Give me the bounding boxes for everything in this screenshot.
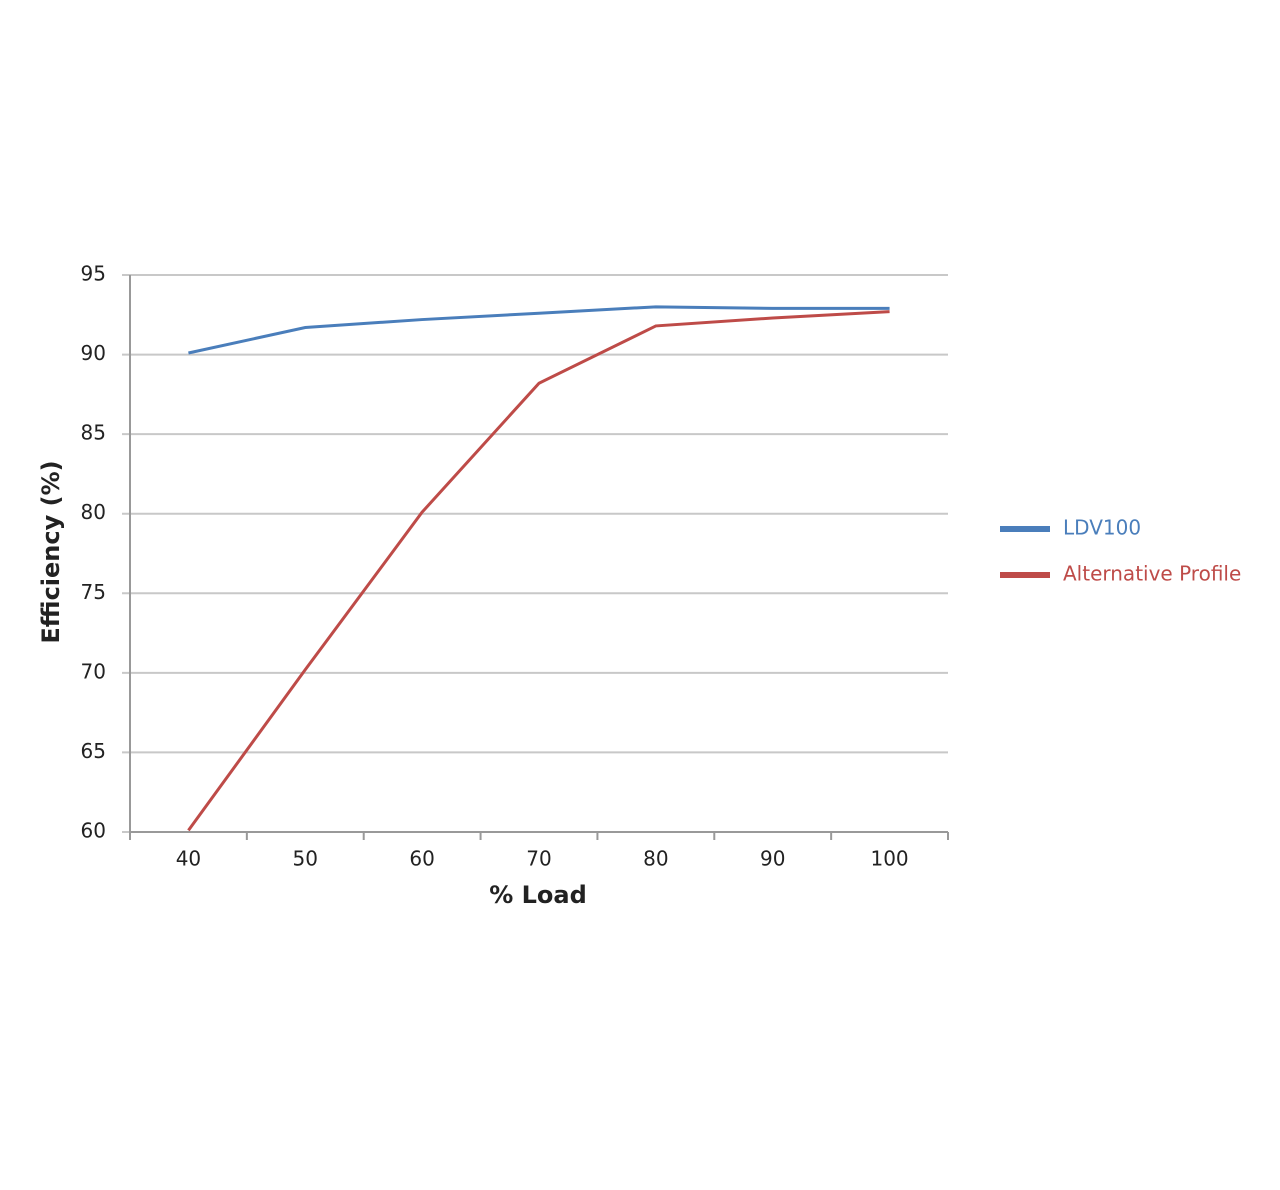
y-tick-label: 65: [81, 739, 106, 763]
series-line: [188, 305, 890, 355]
y-tick-label: 60: [81, 819, 106, 843]
x-tick-label: 60: [409, 847, 434, 871]
y-tick-label: 90: [81, 341, 106, 365]
y-tick-label: 80: [81, 500, 106, 524]
x-tick-label: 50: [293, 847, 318, 871]
legend-label: Alternative Profile: [1063, 562, 1241, 586]
x-tick-label: 70: [526, 847, 551, 871]
series-line: [187, 310, 890, 832]
y-tick-label: 95: [81, 262, 106, 286]
x-axis-title: % Load: [489, 881, 587, 909]
x-tick-label: 80: [643, 847, 668, 871]
y-tick-label: 75: [81, 580, 106, 604]
y-tick-label: 85: [81, 421, 106, 445]
y-axis-title: Efficiency (%): [37, 460, 65, 643]
legend-label: LDV100: [1063, 516, 1141, 540]
x-tick-label: 100: [870, 847, 908, 871]
x-tick-label: 90: [760, 847, 785, 871]
y-tick-label: 70: [81, 659, 106, 683]
x-tick-label: 40: [176, 847, 201, 871]
